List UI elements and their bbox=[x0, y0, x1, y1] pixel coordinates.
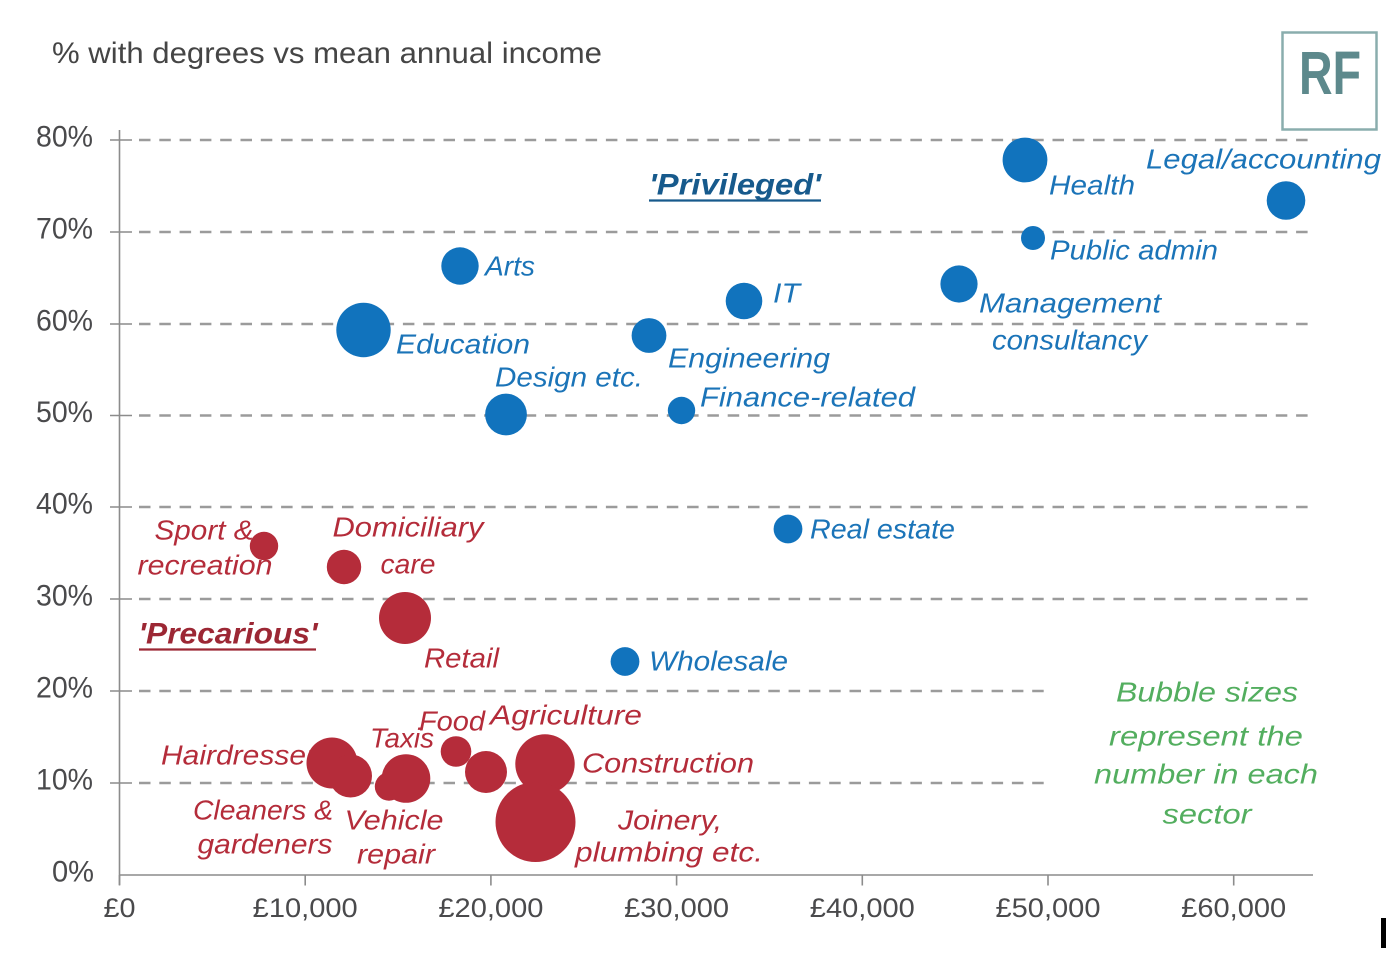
svg-text:RF: RF bbox=[1299, 39, 1361, 107]
svg-text:Vehicle: Vehicle bbox=[345, 805, 444, 836]
svg-text:£40,000: £40,000 bbox=[810, 893, 915, 923]
svg-text:'Privileged': 'Privileged' bbox=[649, 169, 822, 202]
svg-text:30%: 30% bbox=[36, 580, 93, 613]
svg-text:recreation: recreation bbox=[138, 550, 273, 581]
svg-text:Domiciliary: Domiciliary bbox=[333, 512, 486, 543]
svg-text:80%: 80% bbox=[36, 121, 93, 154]
svg-text:Taxis: Taxis bbox=[370, 723, 434, 754]
svg-text:Finance-related: Finance-related bbox=[700, 382, 917, 413]
svg-text:Legal/accounting: Legal/accounting bbox=[1146, 144, 1381, 175]
svg-text:20%: 20% bbox=[36, 672, 93, 705]
svg-text:£60,000: £60,000 bbox=[1181, 893, 1286, 923]
svg-text:Public admin: Public admin bbox=[1050, 235, 1218, 266]
svg-text:60%: 60% bbox=[36, 305, 93, 338]
svg-text:% with degrees vs mean annual: % with degrees vs mean annual income bbox=[52, 37, 602, 70]
svg-text:gardeners: gardeners bbox=[198, 829, 333, 860]
svg-text:sector: sector bbox=[1163, 799, 1254, 830]
svg-text:Arts: Arts bbox=[483, 251, 535, 282]
svg-text:care: care bbox=[381, 549, 436, 580]
svg-text:consultancy: consultancy bbox=[992, 325, 1149, 356]
svg-text:£20,000: £20,000 bbox=[438, 893, 543, 923]
svg-text:'Precarious': 'Precarious' bbox=[139, 618, 319, 651]
svg-text:£10,000: £10,000 bbox=[253, 893, 358, 923]
svg-text:0%: 0% bbox=[52, 856, 94, 889]
svg-text:Real estate: Real estate bbox=[810, 514, 955, 545]
svg-text:Construction: Construction bbox=[582, 748, 754, 779]
svg-text:plumbing etc.: plumbing etc. bbox=[574, 837, 763, 868]
svg-text:£50,000: £50,000 bbox=[996, 893, 1101, 923]
svg-text:Wholesale: Wholesale bbox=[649, 646, 788, 677]
svg-text:40%: 40% bbox=[36, 488, 93, 521]
svg-text:Management: Management bbox=[979, 288, 1162, 319]
svg-text:10%: 10% bbox=[36, 764, 93, 797]
svg-text:Bubble sizes: Bubble sizes bbox=[1116, 677, 1298, 708]
svg-text:Agriculture: Agriculture bbox=[488, 700, 642, 731]
svg-text:represent the: represent the bbox=[1109, 721, 1303, 752]
svg-text:50%: 50% bbox=[36, 396, 93, 429]
svg-text:£30,000: £30,000 bbox=[624, 893, 729, 923]
svg-text:Retail: Retail bbox=[424, 643, 500, 674]
svg-text:Food: Food bbox=[419, 706, 486, 737]
svg-text:Design etc.: Design etc. bbox=[495, 362, 643, 393]
svg-text:Health: Health bbox=[1049, 170, 1135, 201]
svg-text:repair: repair bbox=[357, 839, 437, 870]
svg-text:Joinery,: Joinery, bbox=[617, 805, 722, 836]
svg-text:Education: Education bbox=[396, 329, 530, 360]
svg-text:70%: 70% bbox=[36, 213, 93, 246]
svg-text:£0: £0 bbox=[104, 893, 136, 923]
svg-text:IT: IT bbox=[773, 278, 802, 309]
svg-text:Cleaners &: Cleaners & bbox=[193, 795, 333, 826]
svg-text:Engineering: Engineering bbox=[668, 343, 830, 374]
svg-text:number in each: number in each bbox=[1094, 759, 1318, 790]
svg-text:Sport &: Sport & bbox=[155, 515, 254, 546]
svg-text:Hairdressers: Hairdressers bbox=[161, 740, 331, 771]
